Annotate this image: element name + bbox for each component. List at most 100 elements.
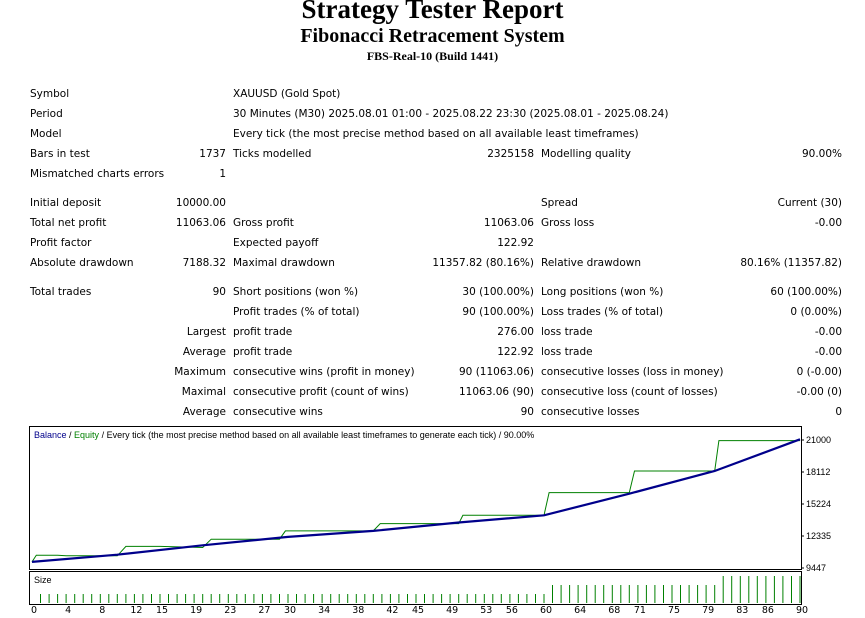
- period-label: Period: [30, 108, 63, 120]
- y-tick-label: 9447: [806, 563, 826, 573]
- gross-profit-label: Gross profit: [233, 217, 294, 229]
- absolute-drawdown-label: Absolute drawdown: [30, 257, 134, 269]
- deposit-label: Initial deposit: [30, 197, 102, 209]
- x-tick-label: 68: [608, 605, 621, 616]
- profit-trades-label: Profit trades (% of total): [233, 306, 360, 318]
- symbol-value: XAUUSD (Gold Spot): [233, 88, 341, 100]
- average-profit-label: profit trade: [233, 346, 293, 358]
- gross-loss-value: -0.00: [814, 217, 842, 229]
- maximal-drawdown-label: Maximal drawdown: [233, 257, 335, 269]
- ticks-value: 2325158: [487, 148, 534, 160]
- relative-drawdown-label: Relative drawdown: [541, 257, 642, 269]
- long-positions-label: Long positions (won %): [541, 286, 664, 298]
- max-consecutive-wins-label: consecutive wins (profit in money): [233, 366, 415, 378]
- profit-factor-label: Profit factor: [30, 237, 92, 249]
- x-tick-label: 60: [539, 605, 553, 616]
- server-build: FBS-Real-10 (Build 1441): [366, 49, 499, 63]
- legend-equity: Equity: [74, 430, 100, 440]
- ticks-label: Ticks modelled: [233, 148, 312, 160]
- report-title: Strategy Tester Report: [301, 0, 564, 24]
- x-tick-label: 49: [446, 605, 459, 616]
- period-value: 30 Minutes (M30) 2025.08.01 01:00 - 2025…: [233, 108, 669, 120]
- max-consecutive-wins-value: 90 (11063.06): [459, 366, 534, 378]
- x-tick-label: 12: [130, 605, 143, 616]
- bars-label: Bars in test: [30, 148, 90, 160]
- balance-equity-chart: Balance / Equity / Every tick (the most …: [29, 426, 831, 605]
- largest-profit-label: profit trade: [233, 326, 293, 338]
- total-trades-label: Total trades: [30, 286, 92, 298]
- bars-value: 1737: [199, 148, 226, 160]
- avg-consecutive-wins-value: 90: [520, 406, 534, 418]
- x-tick-label: 15: [155, 605, 169, 616]
- average-label: Average: [182, 346, 226, 358]
- y-tick-label: 12335: [806, 531, 831, 541]
- x-tick-label: 56: [505, 605, 518, 616]
- size-label: Size: [34, 575, 52, 585]
- x-tick-label: 45: [411, 605, 425, 616]
- x-tick-label: 53: [480, 605, 493, 616]
- avg-consecutive-losses-label: consecutive losses: [541, 406, 640, 418]
- x-tick-label: 64: [574, 605, 587, 616]
- x-tick-label: 30: [283, 605, 297, 616]
- spread-value: Current (30): [777, 197, 842, 209]
- quality-value: 90.00%: [801, 148, 842, 160]
- legend-balance: Balance: [34, 430, 67, 440]
- x-tick-label: 27: [258, 605, 271, 616]
- x-tick-label: 4: [65, 605, 72, 616]
- largest-loss-label: loss trade: [541, 326, 593, 338]
- maximal-consecutive-profit-label: consecutive profit (count of wins): [233, 386, 409, 398]
- y-tick-label: 18112: [806, 467, 830, 477]
- balance-series-line: [31, 438, 801, 563]
- x-tick-label: 79: [702, 605, 715, 616]
- long-positions-value: 60 (100.00%): [770, 286, 842, 298]
- relative-drawdown-value: 80.16% (11357.82): [740, 257, 842, 269]
- max-consecutive-losses-label: consecutive losses (loss in money): [541, 366, 724, 378]
- main-plot-frame: [29, 426, 802, 570]
- loss-trades-label: Loss trades (% of total): [541, 306, 664, 318]
- absolute-drawdown-value: 7188.32: [182, 257, 226, 269]
- average-profit-value: 122.92: [497, 346, 534, 358]
- x-axis-ticks: 0 4 8 12 15 19 23 27 30 34 38 42 45 49 53 56 60 64 68 71 75 7…: [0, 605, 865, 618]
- net-profit-label: Total net profit: [30, 217, 107, 229]
- gross-loss-label: Gross loss: [541, 217, 595, 229]
- largest-label: Largest: [186, 326, 226, 338]
- total-trades-value: 90: [212, 286, 226, 298]
- average-consecutive-label: Average: [182, 406, 226, 418]
- x-tick-label: 19: [190, 605, 203, 616]
- x-tick-label: 42: [386, 605, 399, 616]
- x-tick-label: 8: [99, 605, 106, 616]
- y-tick-label: 21000: [806, 435, 831, 445]
- largest-loss-value: -0.00: [814, 326, 842, 338]
- quality-label: Modelling quality: [541, 148, 631, 160]
- x-tick-label: 86: [761, 605, 774, 616]
- x-tick-label: 71: [633, 605, 646, 616]
- x-tick-label: 75: [667, 605, 681, 616]
- short-positions-label: Short positions (won %): [233, 286, 359, 298]
- model-label: Model: [30, 128, 62, 140]
- avg-consecutive-wins-label: consecutive wins: [233, 406, 323, 418]
- y-tick-label: 15224: [806, 499, 831, 509]
- maximal-drawdown-value: 11357.82 (80.16%): [432, 257, 534, 269]
- x-tick-label: 23: [224, 605, 237, 616]
- spread-label: Spread: [541, 197, 578, 209]
- mismatch-value: 1: [219, 168, 226, 180]
- largest-profit-value: 276.00: [497, 326, 534, 338]
- expected-payoff-label: Expected payoff: [233, 237, 319, 249]
- legend-separator: /: [67, 430, 75, 440]
- x-tick-label: 90: [795, 605, 809, 616]
- gross-profit-value: 11063.06: [483, 217, 534, 229]
- maximum-label: Maximum: [174, 366, 226, 378]
- x-tick-label: 0: [30, 605, 38, 616]
- average-loss-label: loss trade: [541, 346, 593, 358]
- expected-payoff-value: 122.92: [497, 237, 534, 249]
- deposit-value: 10000.00: [175, 197, 226, 209]
- average-loss-value: -0.00: [814, 346, 842, 358]
- mismatch-label: Mismatched charts errors: [30, 168, 165, 180]
- max-consecutive-losses-value: 0 (-0.00): [796, 366, 842, 378]
- loss-trades-value: 0 (0.00%): [790, 306, 842, 318]
- legend-description: / Every tick (the most precise method ba…: [99, 430, 534, 440]
- maximal-label: Maximal: [181, 386, 226, 398]
- short-positions-value: 30 (100.00%): [462, 286, 534, 298]
- symbol-label: Symbol: [30, 88, 70, 100]
- maximal-consecutive-loss-label: consecutive loss (count of losses): [541, 386, 718, 398]
